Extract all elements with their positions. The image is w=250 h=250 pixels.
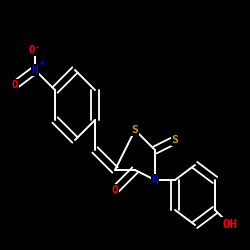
Text: N: N: [32, 65, 38, 75]
Text: OH: OH: [222, 218, 238, 232]
Text: O: O: [12, 80, 18, 90]
Text: +: +: [38, 59, 44, 68]
Text: S: S: [172, 135, 178, 145]
Text: S: S: [132, 125, 138, 135]
Text: O⁻: O⁻: [29, 45, 41, 55]
Text: N: N: [152, 175, 158, 185]
Text: O: O: [112, 185, 118, 195]
